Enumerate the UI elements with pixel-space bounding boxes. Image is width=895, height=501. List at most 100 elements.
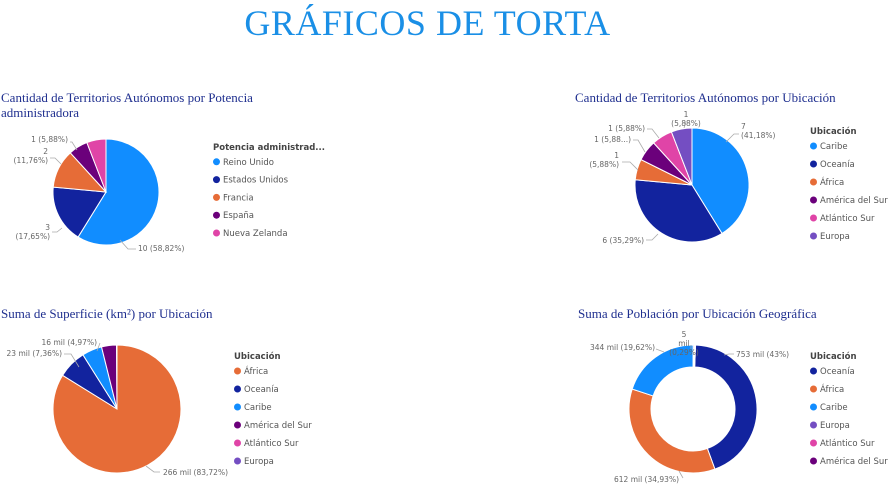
chart1-leader-line: [119, 239, 136, 250]
chart2-leader-line: [646, 233, 659, 241]
chart1-legend-marker-estados-unidos: [213, 176, 220, 184]
chart2-legend-marker-europa: [810, 232, 817, 240]
chart1-slice-reino-unido[interactable]: [77, 138, 160, 246]
chart2-legend-item-oceania[interactable]: Oceanía: [820, 160, 855, 170]
chart2-data-label-caribe: 7 (41,18%): [741, 122, 776, 140]
chart4-legend-item-caribe[interactable]: Caribe: [820, 403, 848, 413]
chart4-data-label-europa: 5 mil (0,29%): [669, 330, 699, 357]
chart2-legend-item-caribe[interactable]: Caribe: [820, 142, 848, 152]
chart1-legend-item-reino-unido[interactable]: Reino Unido: [223, 158, 274, 168]
chart1-legend-title: Potencia administrad...: [213, 143, 325, 153]
chart4-slice-africa[interactable]: [628, 388, 716, 474]
chart4-legend-marker-caribe: [810, 403, 817, 411]
chart4-legend-item-africa[interactable]: África: [820, 383, 844, 395]
chart1-leader-line: [52, 227, 63, 233]
chart2-slice-europa[interactable]: [670, 127, 693, 186]
chart1-title: Cantidad de Territorios Autónomos por Po…: [1, 90, 253, 120]
chart3-legend-item-africa[interactable]: África: [244, 365, 268, 377]
chart1-legend-item-nueva-zelanda[interactable]: Nueva Zelanda: [223, 229, 288, 239]
chart1-leader-line: [50, 157, 62, 165]
chart3-legend-marker-america-del-sur: [234, 421, 241, 429]
chart3-leader-line: [64, 353, 80, 368]
chart3-legend-item-atlantico-sur[interactable]: Atlántico Sur: [244, 439, 299, 449]
chart3-data-label-oceania: 23 mil (7,36%): [7, 349, 63, 358]
chart2-legend-title: Ubicación: [810, 126, 857, 137]
chart4-legend-marker-america-del-sur: [810, 457, 817, 465]
chart1-legend-marker-nueva-zelanda: [213, 229, 220, 237]
chart3-legend-marker-caribe: [234, 403, 241, 411]
chart1-data-label-francia: 2 (11,76%): [14, 147, 49, 165]
chart2-data-label-oceania: 6 (35,29%): [602, 236, 644, 245]
chart1-legend-item-francia[interactable]: Francia: [223, 193, 254, 203]
chart4-leader-line: [655, 348, 665, 353]
chart3-legend-marker-africa: [234, 367, 241, 375]
chart4-legend-marker-oceania: [810, 367, 817, 375]
chart4-slice-america-del-sur[interactable]: [693, 344, 697, 368]
chart2-legend-marker-america-del-sur: [810, 196, 817, 204]
chart2-legend-item-africa[interactable]: África: [820, 176, 844, 188]
chart2-legend-marker-oceania: [810, 160, 817, 168]
chart3-legend-item-oceania[interactable]: Oceanía: [244, 385, 279, 395]
chart4-leader-line: [723, 353, 734, 356]
chart3-leader-line: [96, 342, 101, 352]
chart1-data-label-estados-unidos: 3 (17,65%): [16, 223, 51, 241]
chart3-leader-line: [145, 465, 160, 473]
chart2-leader-line: [725, 133, 739, 143]
chart1-slice-nueva-zelanda[interactable]: [86, 138, 107, 193]
chart3-legend-title: Ubicación: [234, 351, 281, 362]
chart1-legend-item-espana[interactable]: España: [223, 211, 254, 221]
chart1-slice-estados-unidos[interactable]: [52, 186, 107, 238]
chart2-legend-marker-atlantico-sur: [810, 214, 817, 222]
chart4-legend-item-america-del-sur[interactable]: América del Sur: [820, 456, 888, 467]
chart3-data-label-caribe: 16 mil (4,97%): [42, 338, 98, 347]
chart4-legend-marker-europa: [810, 421, 817, 429]
chart4-slice-oceania[interactable]: [694, 344, 758, 470]
chart1-legend-marker-francia: [213, 193, 220, 201]
page-title: GRÁFICOS DE TORTA: [244, 3, 611, 43]
chart2-data-label-america-del-sur: 1 (5,88...): [594, 135, 631, 144]
chart3-legend-item-europa[interactable]: Europa: [244, 457, 274, 467]
chart2-leader-line: [633, 139, 646, 153]
chart3-legend-marker-oceania: [234, 385, 241, 393]
chart2-legend-item-atlantico-sur[interactable]: Atlántico Sur: [820, 214, 875, 224]
chart2-legend-marker-africa: [810, 178, 817, 186]
chart4-data-label-africa: 612 mil (34,93%): [614, 475, 679, 484]
chart2-leader-line: [622, 161, 639, 171]
chart1-legend-marker-espana: [213, 211, 220, 219]
chart2-data-label-africa: 1 (5,88%): [589, 151, 619, 169]
chart2-title: Cantidad de Territorios Autónomos por Ub…: [575, 90, 836, 105]
chart2-data-label-europa: 1 (5,88%): [671, 110, 701, 128]
chart3-data-label-africa: 266 mil (83,72%): [163, 468, 228, 477]
chart2-legend-item-europa[interactable]: Europa: [820, 232, 850, 242]
chart1-legend-marker-reino-unido: [213, 158, 220, 166]
chart2-legend-marker-caribe: [810, 142, 817, 150]
chart1-data-label-espana: 1 (5,88%): [31, 135, 68, 144]
chart1-leader-line: [70, 141, 78, 151]
chart2-legend-item-america-del-sur[interactable]: América del Sur: [820, 195, 888, 206]
chart2-leader-line: [683, 121, 687, 129]
chart3-title: Suma de Superficie (km²) por Ubicación: [1, 306, 213, 321]
chart4-legend-item-europa[interactable]: Europa: [820, 421, 850, 431]
chart2-slice-oceania[interactable]: [634, 179, 723, 243]
chart3-legend-item-caribe[interactable]: Caribe: [244, 403, 272, 413]
chart4-data-label-oceania: 753 mil (43%): [736, 350, 789, 359]
chart4-title: Suma de Población por Ubicación Geográfi…: [578, 306, 817, 321]
chart3-legend-marker-europa: [234, 457, 241, 465]
chart4-data-label-caribe: 344 mil (19,62%): [590, 343, 655, 352]
chart2-leader-line: [647, 128, 660, 139]
chart3-legend-marker-atlantico-sur: [234, 439, 241, 447]
chart4-legend-item-oceania[interactable]: Oceanía: [820, 367, 855, 377]
chart4-leader-line: [678, 470, 684, 479]
chart4-legend-marker-atlantico-sur: [810, 439, 817, 447]
chart3-legend-item-america-del-sur[interactable]: América del Sur: [244, 420, 312, 431]
chart4-legend-item-atlantico-sur[interactable]: Atlántico Sur: [820, 439, 875, 449]
chart1-data-label-reino-unido: 10 (58,82%): [138, 244, 184, 253]
chart4-legend-marker-africa: [810, 385, 817, 393]
chart4-legend-title: Ubicación: [810, 351, 857, 362]
chart2-data-label-atlantico-sur: 1 (5,88%): [608, 124, 645, 133]
chart1-legend-item-estados-unidos[interactable]: Estados Unidos: [223, 176, 289, 186]
